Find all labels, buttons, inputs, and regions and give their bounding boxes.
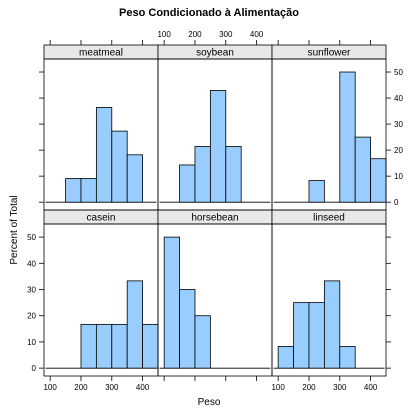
bar-linseed-2 bbox=[308, 302, 325, 369]
bar-sunflower-3 bbox=[370, 158, 387, 203]
y-tick-label-right: 50 bbox=[394, 68, 403, 77]
x-tick-label-top: 200 bbox=[188, 30, 202, 39]
x-tick-label-bottom: 300 bbox=[333, 383, 347, 392]
bar-meatmeal-0 bbox=[65, 178, 82, 203]
bar-linseed-1 bbox=[293, 302, 310, 369]
bar-soybean-1 bbox=[194, 146, 211, 203]
y-tick-label-right: 20 bbox=[394, 146, 403, 155]
y-tick-label-left: 50 bbox=[27, 233, 36, 242]
bar-horsebean-0 bbox=[163, 236, 180, 369]
bar-casein-3 bbox=[126, 280, 143, 369]
x-tick-label-top: 300 bbox=[219, 30, 233, 39]
strip-label-linseed: linseed bbox=[313, 213, 345, 224]
bar-horsebean-2 bbox=[194, 315, 211, 369]
y-tick-label-left: 40 bbox=[27, 259, 36, 268]
bar-casein-1 bbox=[95, 323, 113, 369]
y-tick-label-left: 10 bbox=[27, 338, 36, 347]
bar-sunflower-0 bbox=[308, 180, 325, 203]
panel-linseed: linseed bbox=[271, 209, 387, 377]
bar-meatmeal-1 bbox=[80, 178, 97, 203]
chart-title: Peso Condicionado à Alimentação bbox=[119, 7, 299, 19]
x-tick-label-bottom: 300 bbox=[105, 383, 119, 392]
bar-casein-2 bbox=[111, 323, 128, 369]
bar-linseed-4 bbox=[339, 345, 356, 369]
bar-soybean-2 bbox=[209, 90, 227, 203]
strip-label-casein: casein bbox=[87, 213, 116, 224]
x-tick-label-bottom: 400 bbox=[364, 383, 378, 392]
y-axis-title: Percent of Total bbox=[9, 195, 20, 264]
panel-sunflower: sunflower bbox=[271, 44, 387, 211]
bar-meatmeal-4 bbox=[126, 154, 143, 203]
bar-soybean-3 bbox=[225, 146, 242, 203]
y-tick-label-left: 30 bbox=[27, 286, 36, 295]
y-tick-label-right: 0 bbox=[394, 198, 399, 207]
y-tick-label-left: 20 bbox=[27, 312, 36, 321]
strip-label-sunflower: sunflower bbox=[308, 48, 351, 59]
bar-sunflower-1 bbox=[339, 71, 356, 203]
strip-label-horsebean: horsebean bbox=[191, 213, 238, 224]
panel-casein: casein bbox=[43, 209, 159, 377]
x-axis-title: Peso bbox=[198, 397, 221, 408]
bar-soybean-0 bbox=[179, 164, 196, 203]
panel-soybean: soybean bbox=[157, 44, 273, 211]
x-tick-label-bottom: 100 bbox=[43, 383, 57, 392]
x-tick-label-bottom: 200 bbox=[74, 383, 88, 392]
panel-meatmeal: meatmeal bbox=[43, 44, 159, 211]
y-tick-label-right: 10 bbox=[394, 172, 403, 181]
bar-casein-0 bbox=[80, 323, 97, 369]
x-tick-label-bottom: 400 bbox=[136, 383, 150, 392]
bar-horsebean-1 bbox=[179, 289, 196, 369]
x-tick-label-bottom: 200 bbox=[302, 383, 316, 392]
bar-sunflower-2 bbox=[354, 136, 371, 203]
bar-linseed-0 bbox=[277, 345, 294, 369]
strip-label-meatmeal: meatmeal bbox=[79, 48, 123, 59]
x-tick-label-top: 400 bbox=[250, 30, 264, 39]
strip-label-soybean: soybean bbox=[196, 48, 234, 59]
bar-meatmeal-3 bbox=[111, 130, 128, 203]
frame-sunflower bbox=[271, 58, 387, 211]
panel-horsebean: horsebean bbox=[157, 209, 273, 377]
bar-linseed-3 bbox=[323, 280, 341, 369]
bar-meatmeal-2 bbox=[95, 107, 113, 203]
bar-casein-4 bbox=[142, 323, 159, 369]
y-tick-label-left: 0 bbox=[32, 364, 37, 373]
frame-linseed bbox=[271, 223, 387, 377]
y-tick-label-right: 40 bbox=[394, 94, 403, 103]
panels-layer: casein horsebean linseed meatmeal soybean sun… bbox=[27, 30, 403, 392]
y-tick-label-right: 30 bbox=[394, 120, 403, 129]
x-tick-label-top: 100 bbox=[157, 30, 171, 39]
x-tick-label-bottom: 100 bbox=[271, 383, 285, 392]
